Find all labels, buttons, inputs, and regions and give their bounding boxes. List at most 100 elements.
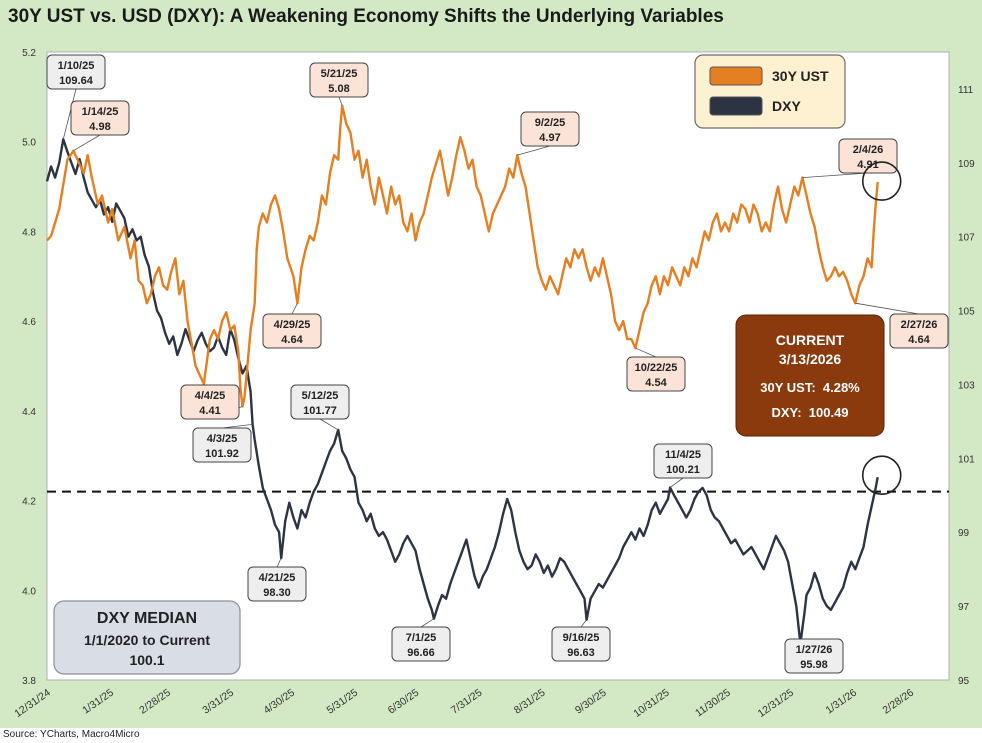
callout-date: 5/12/25 bbox=[302, 390, 339, 402]
dxy-median-box: DXY MEDIAN 1/1/2020 to Current 100.1 bbox=[53, 600, 241, 675]
dxy-callout: 5/12/25 101.77 bbox=[290, 384, 350, 420]
y-left-tick-label: 3.8 bbox=[22, 676, 36, 687]
legend-swatch-dxy bbox=[709, 96, 763, 116]
chart-title: 30Y UST vs. USD (DXY): A Weakening Econo… bbox=[8, 6, 724, 27]
callout-value: 96.63 bbox=[567, 647, 595, 659]
y-left-tick-label: 5.2 bbox=[22, 48, 36, 59]
callout-box bbox=[70, 100, 130, 136]
callout-date: 7/1/25 bbox=[406, 632, 437, 644]
annotation-callouts: 1/10/25 109.64 1/14/25 4.98 5/21/25 5.08 9/2/2… bbox=[46, 54, 949, 674]
callout-box bbox=[784, 638, 844, 674]
callout-date: 5/21/25 bbox=[321, 68, 358, 80]
y-right-tick-label: 99 bbox=[958, 528, 970, 539]
callout-connector bbox=[517, 145, 551, 156]
callout-value: 4.41 bbox=[199, 405, 220, 417]
callout-date: 1/10/25 bbox=[58, 60, 95, 72]
legend-label-30y-ust: 30Y UST bbox=[772, 68, 829, 84]
callout-date: 10/22/25 bbox=[635, 362, 678, 374]
callout-box bbox=[192, 427, 252, 463]
callout-value: 4.98 bbox=[89, 121, 110, 133]
callout-box bbox=[309, 62, 369, 98]
series-line-dxy bbox=[45, 137, 879, 645]
dxy-callout: 9/16/25 96.63 bbox=[551, 626, 611, 662]
median-box-heading: DXY MEDIAN bbox=[97, 610, 197, 627]
y-left-tick-label: 4.0 bbox=[22, 586, 36, 597]
x-tick-label: 7/31/25 bbox=[449, 687, 485, 717]
callout-connector bbox=[669, 477, 684, 488]
median-box-period: 1/1/2020 to Current bbox=[84, 632, 210, 648]
callout-box bbox=[889, 313, 949, 349]
x-tick-label: 1/31/25 bbox=[80, 687, 116, 717]
callout-date: 1/27/26 bbox=[796, 644, 833, 656]
y-left-axis: 5.2 5.0 4.8 4.6 4.4 4.2 4.0 3.8 bbox=[22, 48, 36, 687]
callout-date: 4/3/25 bbox=[207, 433, 238, 445]
callout-connector bbox=[276, 557, 282, 568]
callout-value: 4.91 bbox=[857, 159, 878, 171]
callout-date: 4/21/25 bbox=[259, 572, 296, 584]
legend-swatch-30y-ust bbox=[709, 66, 763, 86]
callout-box bbox=[180, 384, 240, 420]
y-right-axis: 111 109 107 105 103 101 99 97 95 bbox=[958, 85, 975, 687]
y-right-tick-label: 107 bbox=[958, 233, 975, 244]
current-values-box: CURRENT 3/13/2026 30Y UST: 4.28% DXY: 10… bbox=[735, 314, 885, 437]
ust-callout: 2/27/26 4.64 bbox=[889, 313, 949, 349]
current-box-bg bbox=[735, 314, 885, 437]
y-right-tick-label: 101 bbox=[958, 454, 975, 465]
callout-box bbox=[551, 626, 611, 662]
callout-box bbox=[626, 356, 686, 392]
x-tick-label: 11/30/25 bbox=[693, 687, 733, 720]
ust-callout: 1/14/25 4.98 bbox=[70, 100, 130, 136]
current-box-date: 3/13/2026 bbox=[779, 351, 841, 367]
y-left-tick-label: 4.2 bbox=[22, 497, 36, 508]
current-box-ust: 30Y UST: 4.28% bbox=[760, 380, 860, 395]
callout-value: 4.54 bbox=[645, 377, 667, 389]
y-left-tick-label: 4.6 bbox=[22, 317, 36, 328]
callout-value: 96.66 bbox=[407, 647, 435, 659]
callout-value: 101.92 bbox=[205, 448, 239, 460]
dxy-callout: 4/3/25 101.92 bbox=[192, 427, 252, 463]
x-tick-label: 6/30/25 bbox=[386, 687, 422, 717]
callout-date: 2/4/26 bbox=[853, 144, 884, 156]
callout-connector bbox=[635, 347, 657, 358]
callout-connector bbox=[855, 302, 920, 315]
callout-date: 9/16/25 bbox=[563, 632, 600, 644]
annotation-connectors bbox=[62, 88, 920, 645]
dxy-callout: 1/10/25 109.64 bbox=[46, 54, 106, 90]
callout-date: 9/2/25 bbox=[535, 117, 566, 129]
callout-value: 4.64 bbox=[908, 334, 930, 346]
callout-connector bbox=[319, 418, 339, 431]
x-tick-label: 9/30/25 bbox=[573, 687, 609, 717]
median-box-value: 100.1 bbox=[129, 652, 164, 668]
callout-box bbox=[520, 111, 580, 147]
x-tick-label: 1/31/26 bbox=[823, 687, 859, 717]
y-right-tick-label: 97 bbox=[958, 602, 970, 613]
y-right-tick-label: 111 bbox=[958, 85, 974, 96]
current-dxy-highlight-circle bbox=[861, 455, 902, 495]
x-tick-label: 2/28/25 bbox=[137, 687, 173, 717]
callout-value: 4.64 bbox=[281, 334, 303, 346]
callout-box bbox=[262, 313, 322, 349]
legend: 30Y UST DXY bbox=[694, 54, 846, 129]
y-left-tick-label: 5.0 bbox=[22, 138, 36, 149]
y-right-tick-label: 103 bbox=[958, 380, 975, 391]
callout-connector bbox=[62, 88, 77, 140]
x-tick-label: 10/31/25 bbox=[631, 687, 671, 720]
ust-callout: 4/29/25 4.64 bbox=[262, 313, 322, 349]
dxy-callout: 7/1/25 96.66 bbox=[391, 626, 451, 662]
callout-date: 4/4/25 bbox=[195, 390, 226, 402]
ust-callout: 2/4/26 4.91 bbox=[838, 138, 898, 174]
series-line-30y-ust bbox=[46, 104, 879, 408]
dxy-callout: 4/21/25 98.30 bbox=[247, 566, 307, 602]
callout-value: 100.21 bbox=[666, 464, 700, 476]
callout-box bbox=[391, 626, 451, 662]
callout-connector bbox=[221, 423, 253, 429]
callout-box bbox=[653, 443, 713, 479]
legend-box bbox=[694, 54, 846, 129]
callout-value: 5.08 bbox=[328, 83, 349, 95]
callout-connector bbox=[338, 96, 343, 106]
ust-callout: 5/21/25 5.08 bbox=[309, 62, 369, 98]
median-box-bg bbox=[53, 600, 241, 675]
callout-connector bbox=[73, 134, 101, 152]
callout-box bbox=[247, 566, 307, 602]
